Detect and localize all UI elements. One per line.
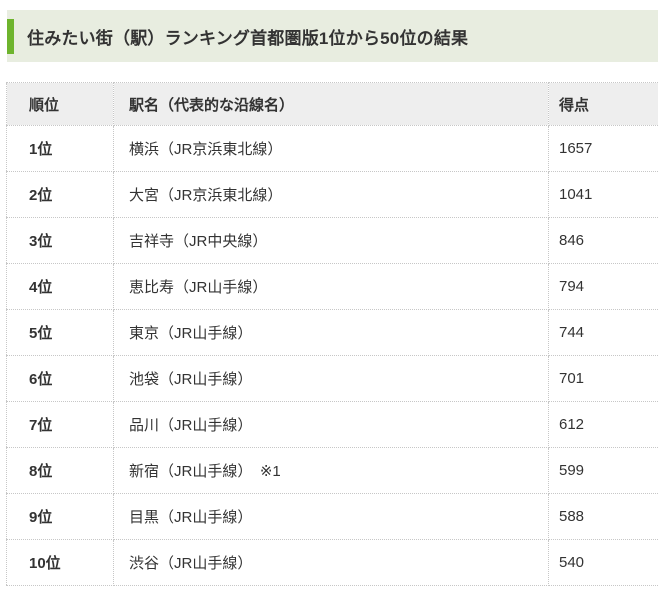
station-cell: 恵比寿（JR山手線）: [114, 264, 549, 310]
station-cell: 横浜（JR京浜東北線）: [114, 126, 549, 172]
table-row: 5位 東京（JR山手線） 744: [7, 310, 658, 356]
ranking-table-container: 順位 駅名（代表的な沿線名） 得点 1位 横浜（JR京浜東北線） 1657 2位…: [6, 82, 658, 586]
station-cell: 東京（JR山手線）: [114, 310, 549, 356]
table-row: 8位 新宿（JR山手線） ※1 599: [7, 448, 658, 494]
rank-cell: 2位: [7, 172, 114, 218]
rank-cell: 5位: [7, 310, 114, 356]
station-cell: 大宮（JR京浜東北線）: [114, 172, 549, 218]
score-cell: 701: [549, 356, 658, 402]
ranking-table: 順位 駅名（代表的な沿線名） 得点 1位 横浜（JR京浜東北線） 1657 2位…: [6, 82, 658, 586]
rank-cell: 1位: [7, 126, 114, 172]
rank-cell: 6位: [7, 356, 114, 402]
page-title: 住みたい街（駅）ランキング首都圏版1位から50位の結果: [14, 24, 468, 49]
score-cell: 1041: [549, 172, 658, 218]
table-row: 7位 品川（JR山手線） 612: [7, 402, 658, 448]
accent-bar: [7, 19, 14, 54]
table-row: 10位 渋谷（JR山手線） 540: [7, 540, 658, 586]
table-body: 1位 横浜（JR京浜東北線） 1657 2位 大宮（JR京浜東北線） 1041 …: [7, 126, 658, 586]
table-row: 2位 大宮（JR京浜東北線） 1041: [7, 172, 658, 218]
station-cell: 渋谷（JR山手線）: [114, 540, 549, 586]
score-cell: 744: [549, 310, 658, 356]
score-cell: 794: [549, 264, 658, 310]
column-header-score: 得点: [549, 83, 658, 126]
score-cell: 599: [549, 448, 658, 494]
table-header: 順位 駅名（代表的な沿線名） 得点: [7, 83, 658, 126]
score-cell: 612: [549, 402, 658, 448]
table-row: 9位 目黒（JR山手線） 588: [7, 494, 658, 540]
station-cell: 品川（JR山手線）: [114, 402, 549, 448]
score-cell: 588: [549, 494, 658, 540]
rank-cell: 3位: [7, 218, 114, 264]
rank-cell: 8位: [7, 448, 114, 494]
score-cell: 540: [549, 540, 658, 586]
rank-cell: 9位: [7, 494, 114, 540]
column-header-rank: 順位: [7, 83, 114, 126]
rank-cell: 4位: [7, 264, 114, 310]
table-row: 6位 池袋（JR山手線） 701: [7, 356, 658, 402]
table-row: 3位 吉祥寺（JR中央線） 846: [7, 218, 658, 264]
rank-cell: 7位: [7, 402, 114, 448]
table-row: 1位 横浜（JR京浜東北線） 1657: [7, 126, 658, 172]
rank-cell: 10位: [7, 540, 114, 586]
station-cell: 池袋（JR山手線）: [114, 356, 549, 402]
column-header-station: 駅名（代表的な沿線名）: [114, 83, 549, 126]
score-cell: 846: [549, 218, 658, 264]
station-cell: 新宿（JR山手線） ※1: [114, 448, 549, 494]
score-cell: 1657: [549, 126, 658, 172]
station-cell: 吉祥寺（JR中央線）: [114, 218, 549, 264]
station-cell: 目黒（JR山手線）: [114, 494, 549, 540]
header-row: 順位 駅名（代表的な沿線名） 得点: [7, 83, 658, 126]
table-row: 4位 恵比寿（JR山手線） 794: [7, 264, 658, 310]
title-band: 住みたい街（駅）ランキング首都圏版1位から50位の結果: [7, 10, 658, 62]
